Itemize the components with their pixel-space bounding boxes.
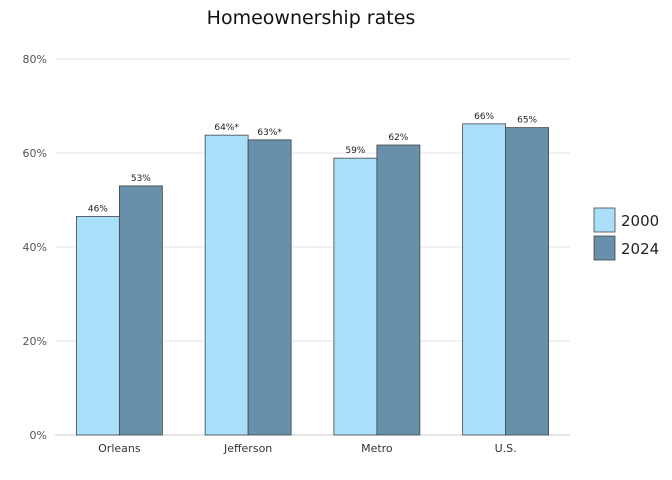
legend-swatch-2000 [593, 207, 616, 233]
y-tick-label: 40% [23, 241, 47, 254]
data-label: 65% [517, 116, 537, 126]
legend-swatch-2024 [593, 235, 616, 261]
x-category-label: Orleans [98, 442, 141, 455]
legend-label: 2000 [621, 212, 659, 230]
chart-title: Homeownership rates [207, 7, 416, 29]
bar-2024-us [505, 127, 550, 436]
y-tick-label: 80% [23, 53, 47, 66]
x-category-label: U.S. [495, 442, 517, 455]
data-label: 59% [345, 146, 365, 156]
x-category-label: Metro [361, 442, 393, 455]
data-label: 46% [88, 204, 108, 214]
y-tick-label: 0% [30, 429, 47, 442]
bar-2024-jefferson [247, 139, 292, 436]
bar-2000-orleans [75, 216, 120, 436]
bars [75, 123, 550, 436]
data-label: 64%* [214, 123, 239, 133]
x-axis: Orleans Jefferson Metro U.S. [98, 442, 516, 455]
bar-2000-us [462, 123, 507, 436]
y-axis: 0% 20% 40% 60% 80% [23, 53, 47, 442]
bar-2000-metro [333, 157, 378, 436]
data-label: 62% [388, 133, 408, 143]
bar-2000-jefferson [204, 134, 249, 436]
legend-label: 2024 [621, 240, 659, 258]
x-category-label: Jefferson [223, 442, 272, 455]
bar-2024-metro [376, 144, 421, 436]
data-labels: 46% 53% 64%* 63%* 59% 62% 66% 65% [88, 112, 538, 215]
data-label: 53% [131, 174, 151, 184]
y-tick-label: 20% [23, 335, 47, 348]
y-tick-label: 60% [23, 147, 47, 160]
legend: 2000 2024 [593, 207, 659, 261]
bar-2024-orleans [118, 185, 163, 436]
data-label: 63%* [257, 128, 282, 138]
data-label: 66% [474, 112, 494, 122]
